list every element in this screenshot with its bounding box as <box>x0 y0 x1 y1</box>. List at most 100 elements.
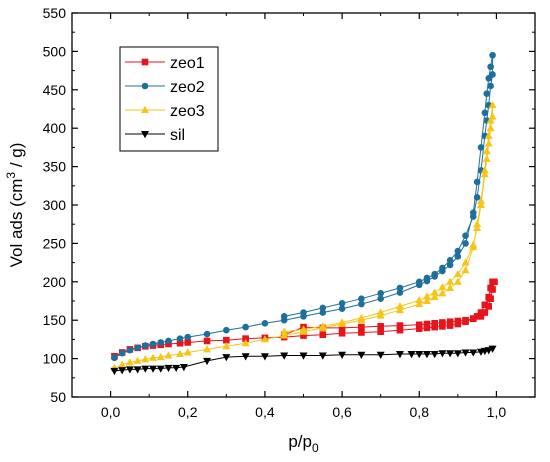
data-point-zeo1 <box>446 318 454 326</box>
data-point-sil <box>488 345 497 353</box>
data-point-zeo3 <box>461 258 470 266</box>
x-axis-ticks: 0,0 0,2 0,4 0,6 0,8 1,0 <box>71 13 536 420</box>
data-point-zeo2 <box>149 340 157 348</box>
y-tick-label: 400 <box>43 120 67 136</box>
data-point-sil <box>422 350 431 359</box>
data-point-zeo3 <box>280 331 289 339</box>
data-point-zeo3 <box>395 306 404 314</box>
data-point-zeo2 <box>338 305 346 312</box>
data-point-zeo2 <box>126 346 134 354</box>
data-point-zeo3 <box>149 353 158 361</box>
y-tick-label: 200 <box>43 274 67 290</box>
data-point-sil <box>118 367 127 375</box>
data-point-sil <box>395 350 404 359</box>
data-point-sil <box>125 366 134 374</box>
data-point-zeo2 <box>423 274 431 282</box>
y-tick-label: 150 <box>43 312 67 328</box>
data-point-zeo3 <box>488 100 497 109</box>
data-point-sil <box>453 350 462 358</box>
legend-label-zeo3: zeo3 <box>170 103 205 120</box>
data-point-zeo2 <box>473 178 481 186</box>
data-point-sil <box>149 365 158 373</box>
data-point-zeo3 <box>453 277 462 285</box>
data-point-zeo1 <box>439 319 446 326</box>
data-point-zeo2 <box>431 270 438 278</box>
data-point-zeo1 <box>423 320 431 328</box>
data-point-zeo1 <box>491 278 498 286</box>
data-point-zeo1 <box>184 339 192 346</box>
data-point-sil <box>260 353 269 361</box>
data-point-zeo1 <box>415 321 423 329</box>
data-point-zeo2 <box>377 295 384 302</box>
data-point-zeo1 <box>203 337 211 345</box>
data-point-zeo2 <box>142 342 149 349</box>
data-point-zeo2 <box>358 300 365 308</box>
data-point-zeo3 <box>176 349 185 357</box>
data-point-sil <box>407 350 416 359</box>
data-point-zeo1 <box>446 322 454 329</box>
data-point-zeo3 <box>222 342 231 350</box>
data-point-zeo2 <box>280 313 288 320</box>
data-point-zeo1 <box>242 335 249 342</box>
data-point-zeo2 <box>439 264 446 272</box>
data-point-zeo3 <box>395 302 404 310</box>
data-point-zeo1 <box>415 325 423 332</box>
data-point-sil <box>318 352 327 360</box>
data-point-zeo3 <box>476 196 485 205</box>
data-point-zeo3 <box>480 166 489 174</box>
data-point-zeo1 <box>431 319 438 327</box>
data-point-zeo3 <box>299 325 308 333</box>
data-point-zeo2 <box>338 300 346 307</box>
x-tick-label: 0,6 <box>332 404 352 420</box>
data-point-zeo3 <box>438 282 447 291</box>
data-point-zeo1 <box>223 336 230 344</box>
data-point-zeo1 <box>489 286 496 293</box>
data-point-zeo1 <box>396 326 404 334</box>
data-point-sil <box>222 354 231 362</box>
data-point-sil <box>241 353 250 361</box>
legend-label-zeo1: zeo1 <box>170 55 205 72</box>
data-point-zeo3 <box>461 266 470 274</box>
data-point-zeo2 <box>157 339 165 346</box>
data-point-zeo2 <box>489 51 496 59</box>
x-tick-label: 1,0 <box>487 404 507 420</box>
data-point-zeo3 <box>484 131 493 139</box>
series-zeo2 <box>111 51 496 362</box>
data-point-sil <box>179 364 188 372</box>
y-axis-title: Vol ads (cm3 / g) <box>4 143 26 268</box>
data-point-sil <box>357 351 366 359</box>
data-point-zeo3 <box>118 360 127 368</box>
data-point-sil <box>376 351 385 359</box>
data-point-zeo3 <box>453 269 462 278</box>
data-point-sil <box>415 350 424 359</box>
data-point-sil <box>110 367 119 376</box>
legend-marker-zeo2 <box>141 82 149 90</box>
data-point-zeo3 <box>473 220 482 228</box>
x-axis-title: p/p0 <box>288 432 319 455</box>
data-point-zeo3 <box>469 240 478 248</box>
x-tick-label: 0,4 <box>255 404 275 420</box>
data-point-zeo2 <box>184 333 192 341</box>
data-point-sil <box>141 365 150 373</box>
data-point-zeo3 <box>484 139 493 147</box>
x-tick-label: 0,2 <box>178 404 198 420</box>
legend: zeo1 zeo2 zeo3 sil <box>119 46 219 152</box>
data-point-zeo2 <box>165 337 172 345</box>
data-point-zeo3 <box>280 327 289 335</box>
data-point-zeo3 <box>446 277 455 285</box>
data-point-zeo3 <box>486 124 495 132</box>
data-point-zeo1 <box>423 324 431 332</box>
data-point-zeo1 <box>473 313 481 320</box>
data-point-zeo1 <box>477 309 485 316</box>
data-point-zeo1 <box>358 329 365 336</box>
data-point-zeo3 <box>241 339 250 347</box>
data-point-zeo1 <box>487 295 494 302</box>
legend-marker-zeo3 <box>141 105 149 113</box>
data-point-zeo2 <box>261 319 269 327</box>
data-point-zeo3 <box>488 112 497 120</box>
data-point-zeo1 <box>481 309 489 316</box>
data-point-zeo1 <box>469 315 477 322</box>
data-point-zeo3 <box>486 116 495 124</box>
